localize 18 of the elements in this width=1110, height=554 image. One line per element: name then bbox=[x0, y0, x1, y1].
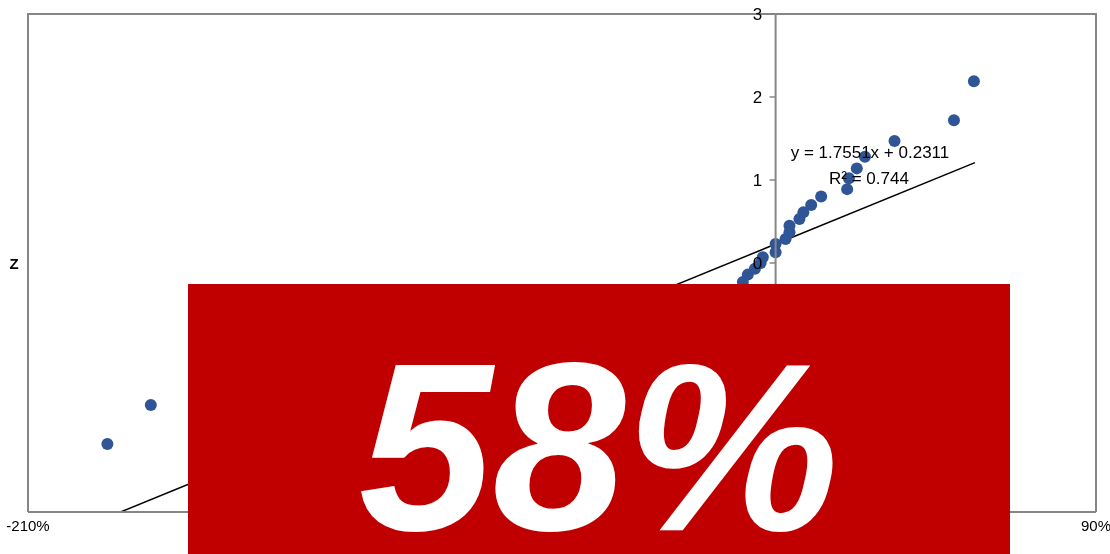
annotation: y = 1.7551x + 0.2311 bbox=[790, 142, 950, 162]
y-axis-title: Z bbox=[9, 254, 19, 272]
y-tick-label: 0 bbox=[752, 253, 763, 273]
point bbox=[793, 213, 806, 226]
point bbox=[101, 437, 114, 450]
x-tick-label: -210% bbox=[6, 516, 50, 534]
y-tick-label: 2 bbox=[752, 87, 763, 107]
y-tick-label: 3 bbox=[752, 4, 763, 24]
point bbox=[144, 398, 157, 411]
point bbox=[947, 114, 960, 127]
point bbox=[779, 232, 792, 245]
point bbox=[815, 190, 828, 203]
point bbox=[805, 198, 818, 211]
point bbox=[888, 134, 901, 147]
annotation: 58% bbox=[358, 313, 840, 554]
x-tick-label: 90% bbox=[1080, 516, 1110, 534]
point bbox=[967, 75, 980, 88]
y-tick-label: 1 bbox=[752, 170, 763, 190]
